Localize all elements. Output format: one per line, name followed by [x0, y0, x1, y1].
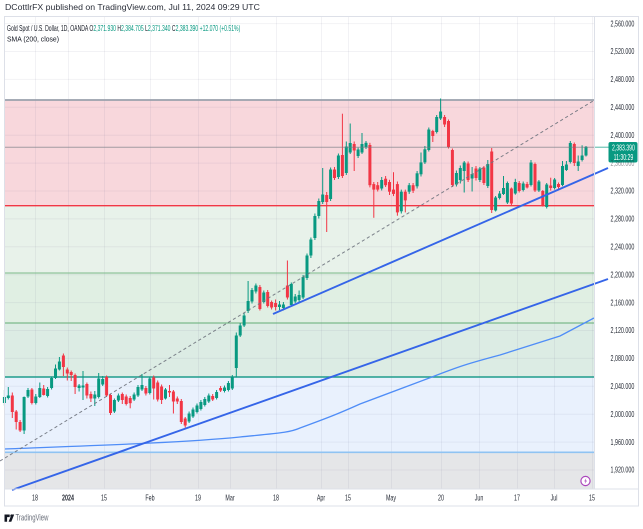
svg-text:DCottlrFX published on Trading: DCottlrFX published on TradingView.com, … — [5, 2, 260, 12]
svg-text:15: 15 — [101, 494, 107, 502]
svg-text:2,040.000: 2,040.000 — [611, 383, 635, 391]
svg-text:TradingView: TradingView — [16, 512, 49, 523]
svg-text:2,120.000: 2,120.000 — [611, 327, 635, 335]
svg-text:2,360.000: 2,360.000 — [611, 160, 635, 168]
svg-text:19: 19 — [195, 494, 201, 502]
svg-text:15: 15 — [589, 494, 595, 502]
svg-text:2,000.000: 2,000.000 — [611, 411, 635, 419]
svg-text:2,400.000: 2,400.000 — [611, 132, 635, 140]
svg-text:2,160.000: 2,160.000 — [611, 299, 635, 307]
svg-text:20: 20 — [438, 494, 444, 502]
svg-text:2,080.000: 2,080.000 — [611, 355, 635, 363]
svg-text:15: 15 — [345, 494, 351, 502]
svg-text:2,280.000: 2,280.000 — [611, 216, 635, 224]
svg-text:1,920.000: 1,920.000 — [611, 467, 635, 475]
svg-text:Gold Spot / U.S. Dollar, 1D, O: Gold Spot / U.S. Dollar, 1D, OANDA O2,37… — [7, 25, 240, 33]
svg-text:Feb: Feb — [145, 494, 154, 502]
svg-text:2,440.000: 2,440.000 — [611, 104, 635, 112]
svg-text:2,320.000: 2,320.000 — [611, 188, 635, 196]
svg-text:2,480.000: 2,480.000 — [611, 76, 635, 84]
svg-text:Jun: Jun — [475, 494, 484, 502]
svg-text:1,960.000: 1,960.000 — [611, 439, 635, 447]
svg-text:18: 18 — [273, 494, 279, 502]
svg-text:2,383.390: 2,383.390 — [612, 145, 635, 153]
svg-text:18: 18 — [32, 494, 38, 502]
svg-text:17: 17 — [514, 494, 520, 502]
svg-text:Jul: Jul — [551, 494, 558, 502]
svg-text:Apr: Apr — [317, 494, 326, 502]
svg-text:Mar: Mar — [225, 494, 235, 502]
svg-text:11:30:29: 11:30:29 — [614, 154, 634, 162]
svg-text:2,560.000: 2,560.000 — [611, 20, 635, 28]
svg-text:2,200.000: 2,200.000 — [611, 271, 635, 279]
svg-text:2,520.000: 2,520.000 — [611, 48, 635, 56]
svg-text:May: May — [386, 494, 397, 502]
svg-text:2,240.000: 2,240.000 — [611, 244, 635, 252]
svg-text:SMA (200, close): SMA (200, close) — [7, 34, 59, 43]
svg-text:2024: 2024 — [62, 494, 74, 502]
